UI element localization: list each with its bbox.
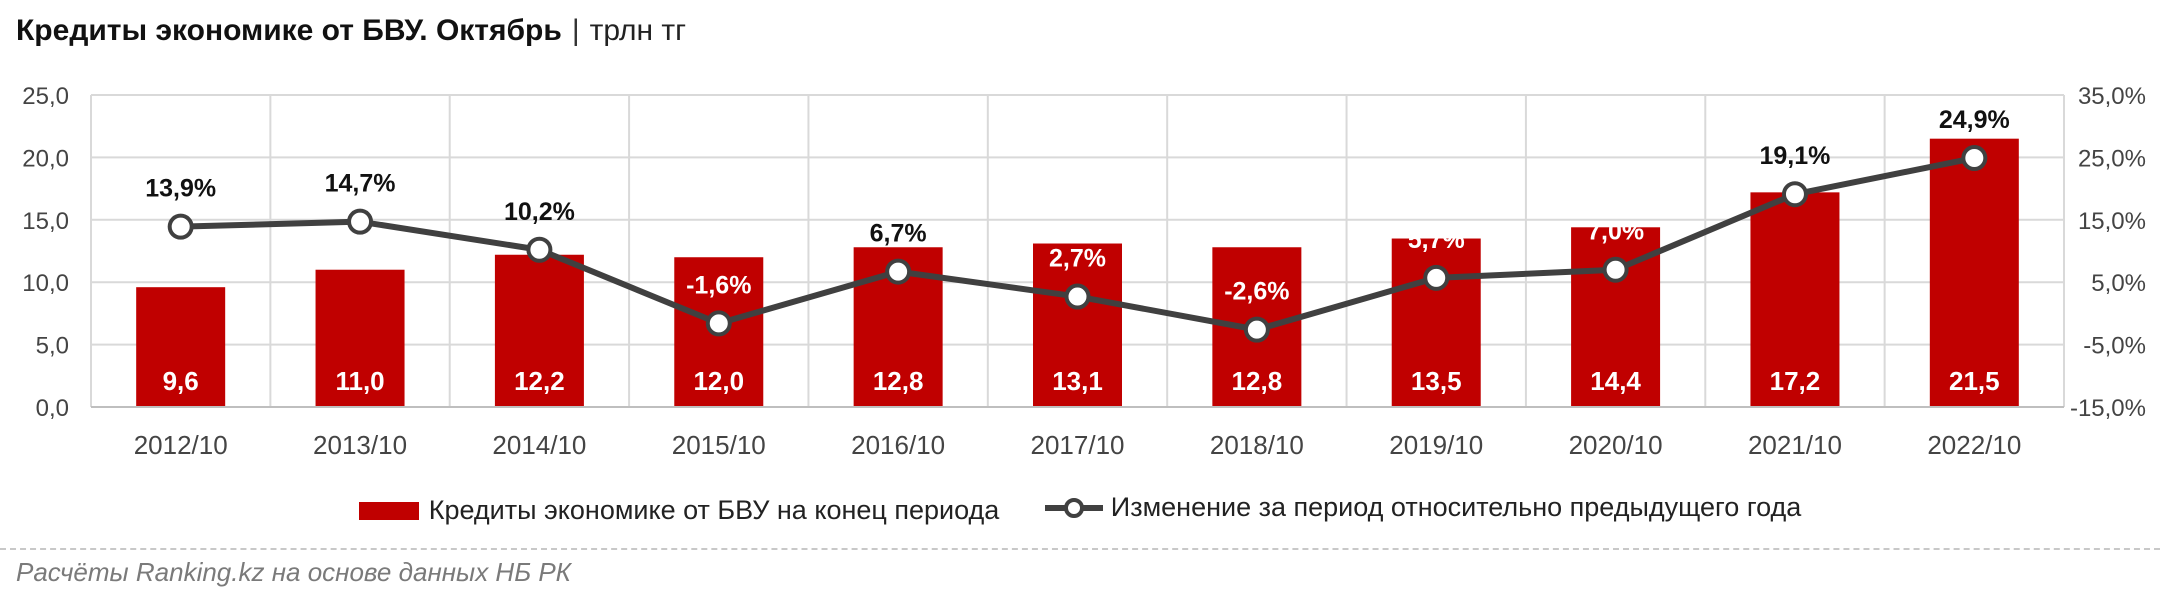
y-left-tick-label: 15,0	[22, 208, 69, 235]
line-value-label: 6,7%	[870, 220, 927, 248]
y-right-tick-label: 15,0%	[2078, 208, 2146, 235]
x-tick-label: 2016/10	[851, 430, 945, 460]
y-left-tick-label: 25,0	[22, 83, 69, 110]
line-marker	[1602, 256, 1629, 283]
line-marker	[1423, 264, 1450, 291]
bar	[1929, 138, 2019, 407]
legend-line-swatch	[1044, 497, 1103, 518]
x-tick-label: 2018/10	[1210, 430, 1304, 460]
y-left-tick-label: 20,0	[22, 145, 69, 172]
line-value-label: 24,9%	[1939, 106, 2010, 134]
data-labels: 9,6 11,0 12,2 12,0 12,8 13,1 12,8 13,5 14,4 17,2 2…	[145, 106, 2010, 396]
line-value-label: 19,1%	[1760, 142, 1831, 170]
bar-value-label: 9,6	[163, 366, 199, 396]
bar-value-label: 11,0	[335, 366, 384, 396]
bar	[1750, 192, 1840, 407]
axes: 0,0 -15,0% 5,0 -5,0% 10,0 5,0% 15,0 15,0% 20,0 25…	[22, 83, 2146, 460]
legend-bar-label: Кредиты экономике от БВУ на конец период…	[428, 495, 1000, 525]
line-marker	[1243, 316, 1270, 343]
bar	[315, 269, 405, 407]
line-marker	[347, 208, 374, 235]
bar-value-label: 21,5	[1949, 366, 2000, 396]
chart-title: Кредиты экономике от БВУ. Октябрь | трлн т…	[16, 14, 686, 48]
line-value-label: 5,7%	[1408, 226, 1465, 254]
legend-item-line: Изменение за период относительно предыду…	[1043, 492, 1801, 523]
x-tick-label: 2017/10	[1031, 430, 1125, 460]
bar-value-label: 13,5	[1411, 366, 1462, 396]
x-tick-label: 2015/10	[672, 430, 766, 460]
line-value-label: 13,9%	[145, 175, 216, 203]
bar-value-label: 17,2	[1770, 366, 1821, 396]
bar	[1033, 243, 1122, 407]
line-value-label: -2,6%	[1224, 278, 1289, 306]
line-value-label: 10,2%	[504, 198, 575, 226]
x-tick-label: 2022/10	[1927, 430, 2021, 460]
bar-value-label: 12,8	[1232, 366, 1283, 396]
bar-value-label: 14,4	[1590, 366, 1641, 396]
line-marker	[1961, 145, 1988, 172]
x-tick-label: 2021/10	[1748, 430, 1842, 460]
x-tick-label: 2012/10	[134, 430, 228, 460]
bar-value-label: 13,1	[1052, 366, 1103, 396]
line-series	[167, 145, 1988, 343]
y-left-tick-label: 5,0	[36, 333, 69, 360]
bar	[494, 254, 584, 407]
y-right-tick-label: 5,0%	[2091, 270, 2146, 297]
combo-chart: 9,6 11,0 12,2 12,0 12,8 13,1 12,8 13,5 14,4 17,2 2…	[22, 83, 2146, 460]
line-value-label: 14,7%	[325, 170, 396, 198]
x-tick-label: 2019/10	[1389, 430, 1483, 460]
legend-item-bars: Кредиты экономике от БВУ на конец период…	[358, 495, 1000, 526]
y-right-tick-label: 35,0%	[2078, 83, 2146, 110]
footer-divider	[0, 548, 2160, 550]
title-separator: |	[571, 14, 580, 47]
chart-unit: трлн тг	[589, 14, 687, 47]
bar-value-label: 12,8	[873, 366, 924, 396]
bar-value-label: 12,0	[693, 366, 744, 396]
line-marker	[885, 258, 912, 285]
legend-line-label: Изменение за период относительно предыду…	[1110, 492, 1802, 522]
legend: Кредиты экономике от БВУ на конец период…	[0, 492, 2160, 527]
x-tick-label: 2013/10	[313, 430, 407, 460]
x-tick-label: 2014/10	[492, 430, 586, 460]
line-marker	[1781, 181, 1808, 208]
y-right-tick-label: -5,0%	[2083, 333, 2146, 360]
line-marker	[705, 310, 732, 337]
bar	[136, 287, 226, 407]
chart-title-main: Кредиты экономике от БВУ. Октябрь	[16, 14, 562, 47]
y-right-tick-label: 25,0%	[2078, 145, 2146, 172]
y-left-tick-label: 0,0	[36, 395, 69, 422]
legend-bar-swatch	[358, 501, 419, 520]
line-value-label: -1,6%	[686, 271, 751, 299]
line-value-label: 7,0%	[1587, 218, 1644, 246]
source-note: Расчёты Ranking.kz на основе данных НБ Р…	[16, 557, 572, 587]
y-left-tick-label: 10,0	[22, 270, 69, 297]
line-marker	[526, 236, 553, 263]
bar-value-label: 12,2	[514, 366, 565, 396]
line-marker	[167, 213, 194, 240]
line-marker	[1064, 283, 1091, 310]
y-right-tick-label: -15,0%	[2070, 395, 2146, 422]
line-value-label: 2,7%	[1049, 245, 1106, 273]
x-tick-label: 2020/10	[1569, 430, 1663, 460]
